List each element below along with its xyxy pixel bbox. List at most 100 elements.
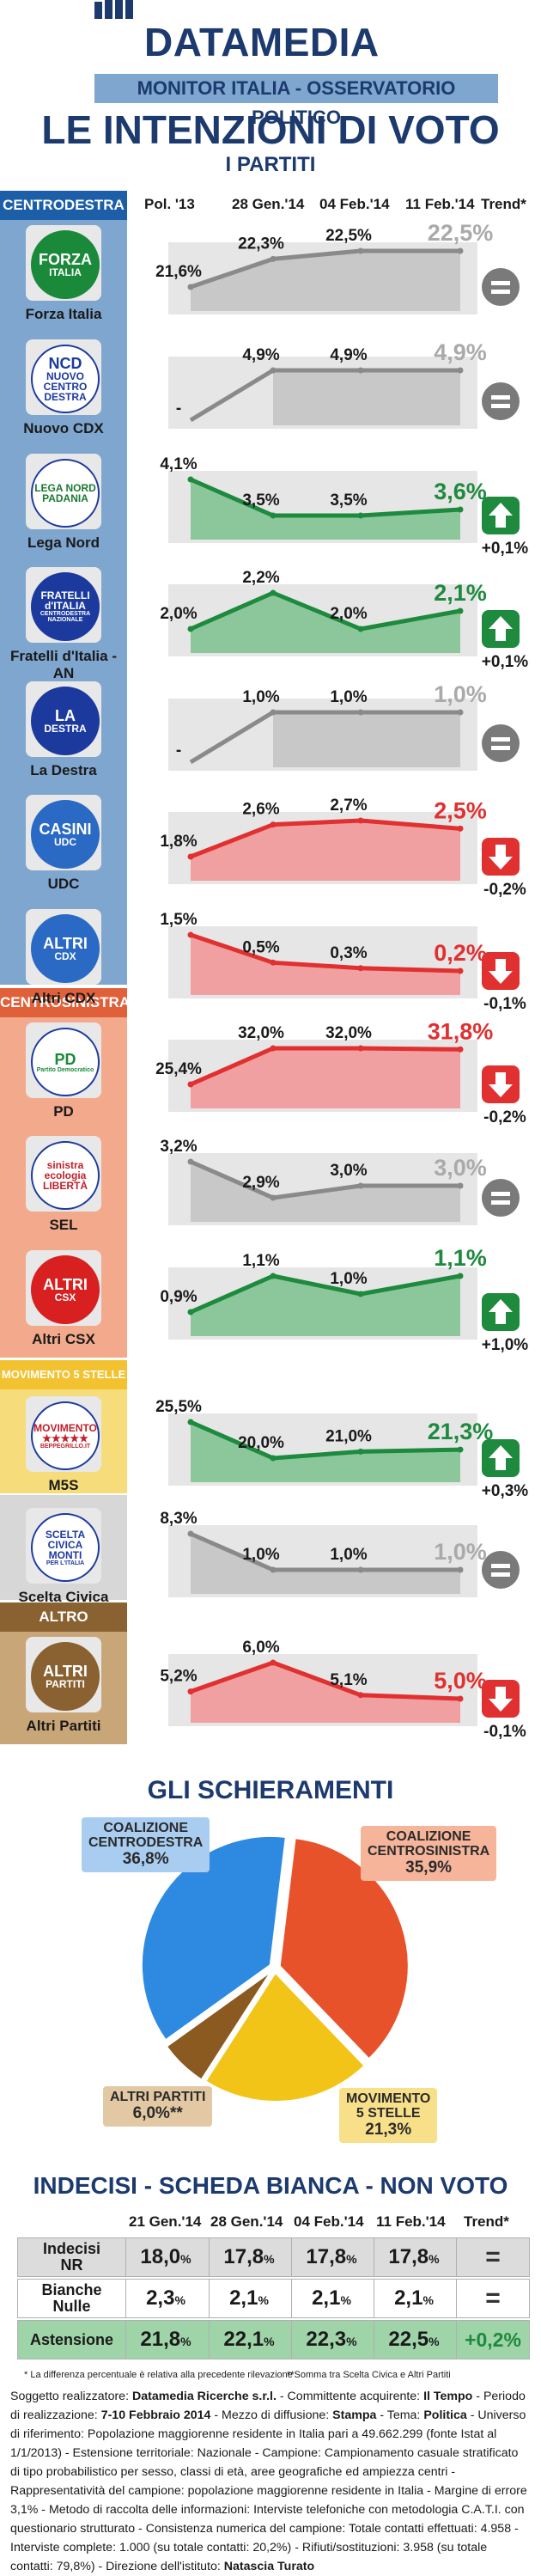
party-logo-pd: PD Partito Democratico (26, 1022, 101, 1098)
value-label: 4,9% (330, 346, 367, 364)
series-point (357, 1291, 364, 1297)
series-point (357, 965, 364, 972)
value-label: 4,9% (434, 339, 487, 365)
pie-label-cdx-line2: CENTRODESTRA (88, 1834, 204, 1850)
party-logo-text: PARTITI (46, 1678, 85, 1690)
party-logo-sel: sinistra ecologia LIBERTÀ (26, 1136, 101, 1212)
party-logo-m5s: MOVIMENTO ★★★★★ BEPPEGRILLO.IT (26, 1396, 101, 1472)
row-chart-fratelli-d-italia-an: 2,0% 2,2% 2,0% 2,1% (160, 569, 487, 656)
pie-label-m5s: MOVIMENTO 5 STELLE 21,3% (339, 2088, 438, 2143)
series-point (457, 367, 464, 374)
value-label: 0,5% (242, 938, 279, 956)
pie-slice-coalizione-centrosinistra (278, 1837, 410, 2060)
party-logo-text: LIBERTÀ (43, 1180, 88, 1192)
ind-col-trend: Trend* (464, 2213, 509, 2230)
series-point (357, 512, 364, 519)
series-point (357, 1045, 364, 1052)
series-line (189, 590, 461, 632)
row-chart-m5s: 25,5% 20,0% 21,0% 21,3% (155, 1398, 493, 1486)
value-label: 3,0% (434, 1155, 487, 1181)
ind-col-21gen: 21 Gen.'14 (129, 2213, 202, 2230)
trend-down-icon (482, 1065, 520, 1103)
value-label: - (176, 400, 181, 418)
party-logo-text: BEPPEGRILLO.IT (40, 1443, 91, 1450)
value-label: 6,0% (242, 1639, 279, 1657)
series-point (270, 512, 277, 519)
trend-equal-icon (482, 724, 520, 762)
series-point (357, 247, 364, 254)
series-line (190, 818, 461, 859)
ind-value-number: 17,8 (388, 2245, 429, 2268)
series-point (457, 607, 464, 614)
value-label: 25,5% (155, 1398, 202, 1416)
value-label: 2,1% (434, 580, 487, 606)
series-point (270, 821, 277, 828)
ind-value-number: 2,1 (394, 2286, 423, 2310)
trend-delta-lega-nord: +0,1% (481, 540, 529, 558)
col-header-04feb: 04 Feb.'14 (319, 196, 390, 212)
row-chart-pd: 25,4% 32,0% 32,0% 31,8% (155, 1018, 493, 1112)
party-logo-text: ALTRI (43, 1663, 88, 1680)
pie-label-cdx-value: 36,8% (122, 1849, 169, 1868)
series-point (270, 709, 277, 716)
party-name-nuovo-cdx: Nuovo CDX (23, 420, 104, 436)
series-line (189, 1273, 461, 1315)
fn-b1: Datamedia Ricerche s.r.l. (131, 2390, 277, 2403)
ind-row-bianche-nulle: Bianche Nulle 2,3% 2,1% 2,1% 2,1% = (17, 2279, 530, 2318)
series-point (457, 825, 464, 832)
trend-up-icon (482, 1439, 520, 1477)
ind-trend: +0,2% (456, 2321, 529, 2359)
value-label: 2,5% (434, 797, 487, 823)
trend-up-icon (482, 1293, 520, 1331)
series-point (187, 853, 194, 860)
value-label: 0,2% (434, 940, 487, 966)
series-line (189, 1531, 460, 1572)
value-label: 1,5% (160, 911, 197, 929)
ind-row-label-line: Indecisi (42, 2240, 101, 2258)
value-label: 4,9% (242, 346, 279, 364)
ind-value-unit: % (180, 2335, 191, 2348)
ind-value-number: 17,8 (306, 2245, 347, 2268)
series-area (191, 1663, 460, 1723)
trend-down-icon (482, 952, 520, 990)
value-label: 2,9% (242, 1174, 279, 1192)
party-logo-mark: PD Partito Democratico (31, 1028, 100, 1096)
party-logo-text: DESTRA (44, 723, 87, 735)
value-label: 3,6% (434, 479, 487, 504)
series-point (457, 1273, 464, 1279)
party-logo-mark: SCELTA CIVICA MONTI PER L'ITALIA (31, 1513, 100, 1582)
series-line-leadin (189, 368, 275, 423)
series-point (457, 1566, 464, 1573)
ind-row-astensione: Astensione 21,8% 22,1% 22,3% 22,5% +0,2% (17, 2320, 530, 2359)
party-logo-text: MOVIMENTO (33, 1421, 97, 1434)
series-area (191, 1422, 460, 1482)
series-point (187, 1530, 194, 1537)
trend-delta-altri-cdx: -0,1% (483, 995, 526, 1013)
series-point (187, 1419, 194, 1425)
party-logo-text: CENTRODESTRA NAZIONALE (40, 611, 91, 623)
party-logo-mark: CASINI UDC (31, 800, 100, 869)
value-label: 3,5% (330, 491, 367, 510)
ind-value: 17,8% (291, 2238, 371, 2276)
col-header-pol13: Pol. '13 (144, 196, 195, 212)
header: DATAMEDIA RICERCHE MONITOR ITALIA - OSSE… (0, 0, 541, 189)
value-label: 21,3% (428, 1419, 494, 1444)
ind-trend: = (456, 2238, 529, 2276)
party-logo-fratelli-d-italia-an: FRATELLI d'ITALIA CENTRODESTRA NAZIONALE (26, 567, 101, 643)
value-label: 22,3% (238, 235, 284, 253)
schieramenti-pie (140, 1834, 410, 2103)
pie-label-cdx: COALIZIONE CENTRODESTRA 36,8% (82, 1817, 210, 1872)
party-line-charts: 21,6% 22,3% 22,5% 22,5% - 4,9% 4,9% 4,9% 4,1% 3,5… (155, 220, 520, 1726)
series-area (191, 479, 460, 540)
row-chart-altri-csx: 0,9% 1,1% 1,0% 1,1% (160, 1245, 487, 1340)
series-line (189, 477, 461, 518)
pie-label-csx-line1: COALIZIONE (386, 1829, 471, 1844)
group-label-centrosinistra: CENTROSINISTRA (0, 988, 130, 1017)
trend-delta-m5s: +0,3% (481, 1482, 529, 1500)
value-label: 22,5% (325, 227, 372, 245)
party-logo-text: CASINI (39, 821, 92, 838)
row-chart-scelta-civica: 8,3% 1,0% 1,0% 1,0% (160, 1510, 487, 1597)
series-area (273, 712, 460, 767)
series-area (191, 1048, 460, 1108)
ind-value-number: 18,0 (140, 2245, 181, 2268)
